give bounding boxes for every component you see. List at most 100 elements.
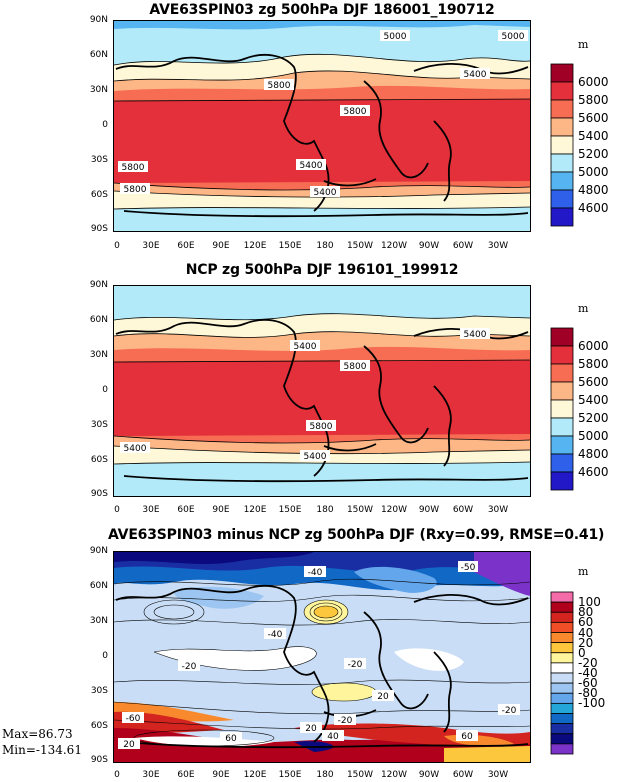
panel-3-colorbar xyxy=(550,591,574,755)
panel-1-lat-label: 60S xyxy=(90,190,108,200)
colorbar-swatch xyxy=(550,652,574,664)
panel-1-lon-label: 120W xyxy=(380,241,408,251)
colorbar-swatch xyxy=(550,601,574,613)
panel-2-lon-label: 30E xyxy=(142,505,160,515)
colorbar-label: 5200 xyxy=(578,411,609,425)
colorbar-label: -80 xyxy=(578,686,598,701)
panel-3-contour-label: 20 xyxy=(377,692,389,702)
colorbar-swatch xyxy=(550,453,574,473)
panel-2-lon-label: 150E xyxy=(278,505,302,515)
panel-3-contour-label: -20 xyxy=(502,706,517,716)
panel-1-contour-label: 5800 xyxy=(268,81,291,91)
panel-2-lon-label: 90E xyxy=(212,505,230,515)
panel-2-lat-label: 0 xyxy=(102,385,108,395)
panel-3-contour-label: -60 xyxy=(126,714,141,724)
panel-3-lon-label: 0 xyxy=(114,770,120,780)
panel-1-lon-label: 150E xyxy=(278,241,302,251)
panel-1-lon-label: 180 xyxy=(316,241,334,251)
panel-1-contour-map: 5000 5000 5400 5800 5800 5400 5800 5400 … xyxy=(114,21,530,231)
panel-3-lon-label: 180 xyxy=(316,770,334,780)
panel-3-lat-label: 60N xyxy=(89,581,108,591)
panel-2-lat-label: 60N xyxy=(89,315,108,325)
colorbar-label: -100 xyxy=(578,696,606,711)
colorbar-swatch xyxy=(550,435,574,455)
panel-3-title: AVE63SPIN03 minus NCP zg 500hPa DJF (Rxy… xyxy=(108,527,605,543)
panel-2-lat-label: 60S xyxy=(90,455,108,465)
panel-3-lat-label: 30N xyxy=(89,616,108,626)
panel-1-map: 5000 5000 5400 5800 5800 5400 5800 5400 … xyxy=(113,20,531,232)
colorbar-swatch xyxy=(550,682,574,694)
panel-2-lon-label: 60E xyxy=(177,505,195,515)
colorbar-swatch xyxy=(550,81,574,101)
panel-1-contour-label: 5000 xyxy=(502,32,525,42)
colorbar-swatch xyxy=(550,363,574,383)
colorbar-label: 5800 xyxy=(578,357,609,371)
panel-3-colorbar-unit: m xyxy=(578,565,589,578)
panel-3-contour-label: -40 xyxy=(268,630,283,640)
colorbar-label: 5000 xyxy=(578,429,609,443)
panel-3-contour-label: -20 xyxy=(338,716,353,726)
colorbar-label: 5400 xyxy=(578,129,609,143)
colorbar-label: 5000 xyxy=(578,165,609,179)
colorbar-swatch xyxy=(550,702,574,714)
colorbar-swatch xyxy=(550,672,574,684)
panel-3-lon-label: 60E xyxy=(177,770,195,780)
colorbar-swatch xyxy=(550,723,574,735)
panel-2-lat-label: 30N xyxy=(89,350,108,360)
colorbar-swatch xyxy=(550,399,574,419)
colorbar-swatch xyxy=(550,692,574,704)
colorbar-swatch xyxy=(550,171,574,191)
colorbar-swatch xyxy=(550,611,574,623)
panel-2-lat-label: 90S xyxy=(90,489,108,499)
colorbar-label: 4800 xyxy=(578,447,609,461)
panel-2-colorbar-unit: m xyxy=(578,302,589,315)
colorbar-label: 5600 xyxy=(578,375,609,389)
colorbar-swatch xyxy=(550,471,574,491)
panel-3-lat-label: 60S xyxy=(90,721,108,731)
colorbar-swatch xyxy=(550,135,574,155)
colorbar-swatch xyxy=(550,743,574,755)
panel-2-lon-label: 60W xyxy=(452,505,474,515)
panel-2-contour-label: 5400 xyxy=(304,452,327,462)
colorbar-swatch xyxy=(550,63,574,83)
panel-3-lat-label: 30S xyxy=(90,686,108,696)
colorbar-swatch xyxy=(550,662,574,674)
colorbar-swatch xyxy=(550,153,574,173)
panel-1-lat-label: 60N xyxy=(89,50,108,60)
colorbar-label: -60 xyxy=(578,676,598,691)
min-value: Min=-134.61 xyxy=(2,743,82,757)
panel-2-lat-label: 30S xyxy=(90,420,108,430)
panel-2-lon-label: 90W xyxy=(418,505,440,515)
colorbar-swatch xyxy=(550,417,574,437)
colorbar-label: 0 xyxy=(578,645,586,660)
colorbar-swatch xyxy=(550,207,574,227)
panel-2-lon-label: 150W xyxy=(346,505,374,515)
panel-3-lon-label: 120E xyxy=(243,770,267,780)
panel-3-contour-map: -50 -40 -20 -20 20 20 -20 -20 60 40 20 -… xyxy=(114,552,530,762)
panel-1-lon-label: 60E xyxy=(177,241,195,251)
panel-1-lat-label: 90N xyxy=(89,15,108,25)
panel-2-lat-label: 90N xyxy=(89,280,108,290)
colorbar-label: 4600 xyxy=(578,465,609,479)
panel-2-contour-label: 5800 xyxy=(310,422,333,432)
colorbar-label: -40 xyxy=(578,666,598,680)
panel-2-title: NCP zg 500hPa DJF 196101_199912 xyxy=(185,262,459,278)
panel-1-lon-label: 30E xyxy=(142,241,160,251)
colorbar-swatch xyxy=(550,733,574,745)
panel-1-contour-label: 5400 xyxy=(314,188,337,198)
panel-3-lon-label: 120W xyxy=(380,770,408,780)
panel-3-lat-label: 90S xyxy=(90,755,108,765)
colorbar-swatch xyxy=(550,713,574,725)
panel-3-contour-label: -50 xyxy=(461,563,476,573)
panel-1-contour-label: 5800 xyxy=(124,185,147,195)
colorbar-swatch xyxy=(550,327,574,347)
panel-2-colorbar xyxy=(550,327,574,491)
panel-1-contour-label: 5800 xyxy=(344,107,367,117)
colorbar-label: 100 xyxy=(578,595,601,610)
panel-3-map: -50 -40 -20 -20 20 20 -20 -20 60 40 20 -… xyxy=(113,551,531,763)
colorbar-label: 5600 xyxy=(578,111,609,125)
panel-2-lon-label: 180 xyxy=(316,505,334,515)
panel-3-lon-label: 90W xyxy=(418,770,440,780)
colorbar-label: 5400 xyxy=(578,393,609,407)
panel-3-contour-label: -20 xyxy=(348,660,363,670)
